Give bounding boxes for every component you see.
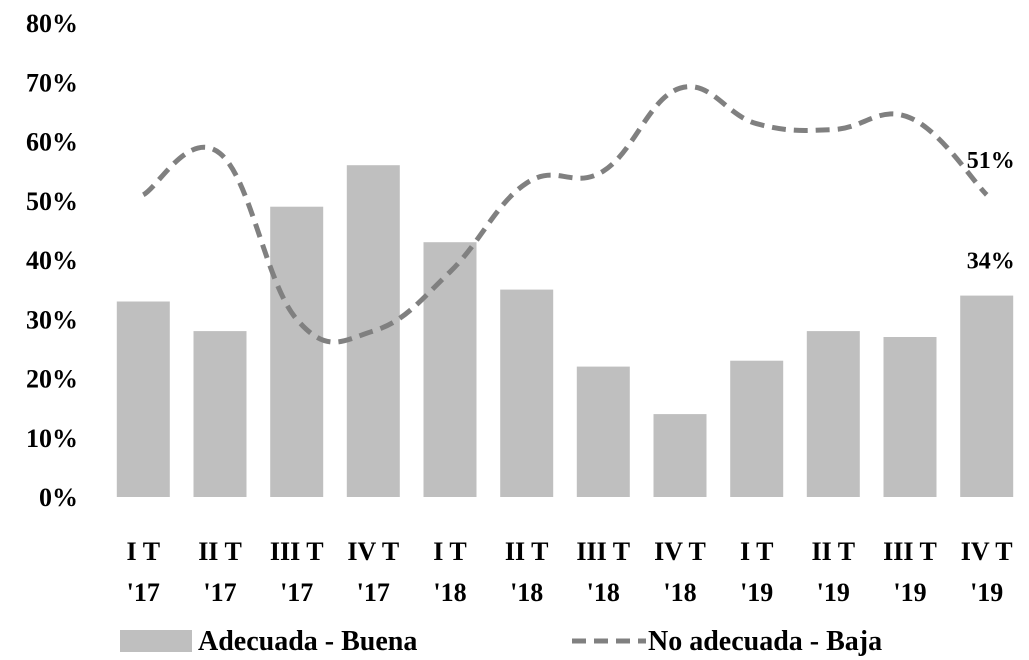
x-tick-label-quarter: I T xyxy=(127,537,161,566)
y-tick-label: 20% xyxy=(26,365,78,394)
y-tick-label: 70% xyxy=(26,68,78,97)
x-tick-label-quarter: II T xyxy=(198,537,242,566)
x-tick-label-year: '19 xyxy=(817,578,850,607)
x-tick-label-year: '17 xyxy=(357,578,390,607)
x-tick-label-quarter: IV T xyxy=(347,537,399,566)
bar xyxy=(960,295,1014,497)
bar xyxy=(346,165,400,497)
y-tick-label: 30% xyxy=(26,305,78,334)
x-axis-labels: I T '17 II T '17 III T '17 IV T '17 I T '18 II T '1… xyxy=(127,537,1013,607)
x-tick-label-quarter: II T xyxy=(811,537,855,566)
x-tick-label-quarter: II T xyxy=(505,537,549,566)
bar xyxy=(423,242,477,497)
y-axis-ticks: 0% 10% 20% 30% 40% 50% 60% 70% 80% xyxy=(26,9,78,512)
x-tick-label-quarter: III T xyxy=(883,537,937,566)
legend-label-adecuada-buena: Adecuada - Buena xyxy=(198,626,417,657)
bar xyxy=(576,366,630,497)
x-tick-label-quarter: IV T xyxy=(961,537,1013,566)
x-tick-label-year: '19 xyxy=(740,578,773,607)
y-tick-label: 80% xyxy=(26,9,78,38)
legend-label-no-adecuada-baja: No adecuada - Baja xyxy=(648,626,882,657)
bar xyxy=(116,301,170,497)
bar xyxy=(193,331,247,497)
y-tick-label: 10% xyxy=(26,424,78,453)
x-tick-label-quarter: IV T xyxy=(654,537,706,566)
line-no-adecuada-baja xyxy=(141,84,989,345)
bar xyxy=(806,331,860,497)
x-tick-label-quarter: I T xyxy=(433,537,467,566)
x-tick-label-year: '17 xyxy=(127,578,160,607)
bar xyxy=(883,337,937,497)
bar xyxy=(500,289,554,497)
x-tick-label-year: '17 xyxy=(203,578,236,607)
y-tick-label: 50% xyxy=(26,187,78,216)
legend: Adecuada - Buena No adecuada - Baja xyxy=(120,626,882,657)
legend-swatch-adecuada-buena xyxy=(120,630,192,652)
line-series xyxy=(141,84,989,345)
x-tick-label-quarter: I T xyxy=(740,537,774,566)
data-label: 34% xyxy=(967,249,1015,275)
data-label: 51% xyxy=(967,148,1015,174)
x-tick-label-year: '17 xyxy=(280,578,313,607)
x-tick-label-quarter: III T xyxy=(576,537,630,566)
x-tick-label-year: '18 xyxy=(587,578,620,607)
x-tick-label-year: '19 xyxy=(893,578,926,607)
data-labels: 34% 51% xyxy=(967,148,1015,275)
bar-series xyxy=(116,165,1014,497)
x-tick-label-quarter: III T xyxy=(270,537,324,566)
y-tick-label: 60% xyxy=(26,128,78,157)
x-tick-label-year: '18 xyxy=(663,578,696,607)
y-tick-label: 0% xyxy=(39,483,78,512)
x-tick-label-year: '18 xyxy=(433,578,466,607)
bar xyxy=(270,206,324,497)
x-tick-label-year: '18 xyxy=(510,578,543,607)
y-tick-label: 40% xyxy=(26,246,78,275)
bar xyxy=(730,360,784,497)
bar xyxy=(653,414,707,497)
x-tick-label-year: '19 xyxy=(970,578,1003,607)
